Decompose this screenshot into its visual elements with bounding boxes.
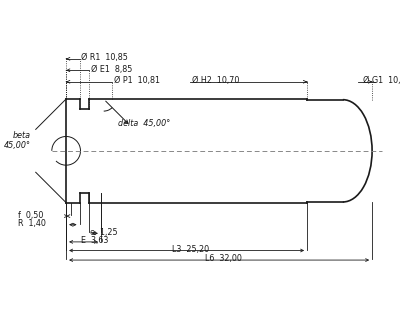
Text: beta: beta	[13, 131, 31, 140]
Text: R  1,40: R 1,40	[18, 219, 46, 228]
Text: f  0,50: f 0,50	[18, 210, 44, 220]
Text: 45,00°: 45,00°	[4, 141, 31, 150]
Text: E  3,63: E 3,63	[81, 236, 109, 245]
Text: Ø G1  10,16: Ø G1 10,16	[362, 76, 400, 85]
Text: delta  45,00°: delta 45,00°	[118, 119, 170, 128]
Text: L3  25,20: L3 25,20	[172, 245, 209, 254]
Text: Ø E1  8,85: Ø E1 8,85	[91, 65, 132, 74]
Text: Ø H2  10,70: Ø H2 10,70	[192, 76, 240, 85]
Text: Ø R1  10,85: Ø R1 10,85	[82, 53, 128, 62]
Text: e  1,25: e 1,25	[90, 228, 118, 237]
Text: Ø P1  10,81: Ø P1 10,81	[114, 76, 160, 85]
Text: L6  32,00: L6 32,00	[205, 254, 242, 264]
